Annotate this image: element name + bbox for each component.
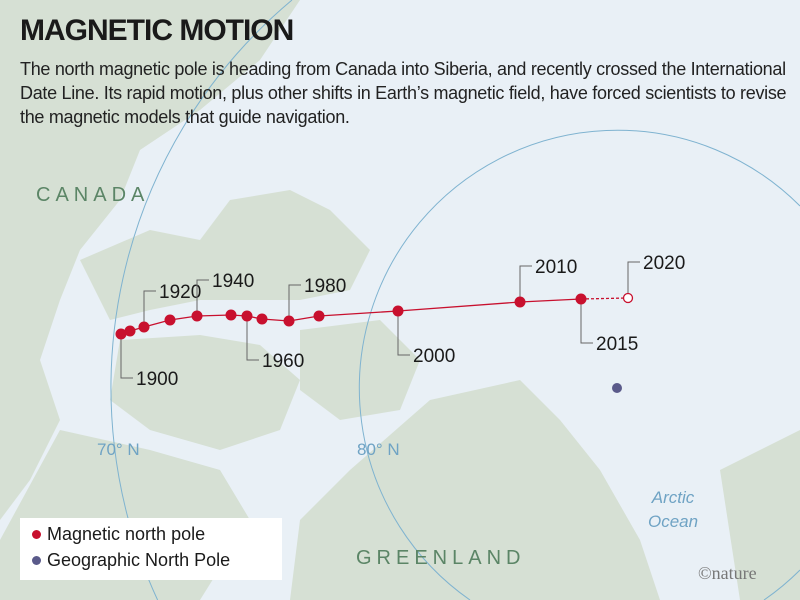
year-label-2010: 2010 xyxy=(535,257,577,278)
leader-line xyxy=(143,290,156,327)
magnetic-pole-point xyxy=(138,321,150,333)
geographic-north-pole-point xyxy=(612,383,622,393)
magnetic-pole-point xyxy=(575,293,587,305)
leader-line xyxy=(120,334,133,379)
leader-line xyxy=(580,299,593,344)
legend: Magnetic north pole Geographic North Pol… xyxy=(20,518,282,580)
nature-credit: ©nature xyxy=(698,563,757,583)
year-label-1940: 1940 xyxy=(212,271,254,292)
magnetic-pole-track: 1900 1920 1940 1960 1980 2000 2010 2015 2020 xyxy=(115,253,685,393)
projected-pole-point xyxy=(622,292,634,304)
red-dot-icon xyxy=(32,530,41,539)
magnetic-pole-point xyxy=(225,309,237,321)
label-greenland: GREENLAND xyxy=(356,547,526,569)
canada-mainland xyxy=(0,0,300,520)
leader-line xyxy=(196,279,209,316)
leader-line xyxy=(246,316,259,361)
canada-islands xyxy=(80,190,370,320)
magnetic-pole-point xyxy=(514,296,526,308)
magnetic-pole-point xyxy=(392,305,404,317)
latitude-70-circle xyxy=(110,0,293,600)
purple-dot-icon xyxy=(32,556,41,565)
label-arctic-ocean: Arctic Ocean xyxy=(648,486,698,534)
ocean-line-2: Ocean xyxy=(648,512,699,531)
magnetic-pole-point xyxy=(313,310,325,322)
legend-label: Geographic North Pole xyxy=(47,550,231,570)
year-label-1960: 1960 xyxy=(262,351,304,372)
greenland xyxy=(290,380,660,600)
magnetic-pole-point xyxy=(256,313,268,325)
magnetic-pole-point xyxy=(283,315,295,327)
page-title: MAGNETIC MOTION xyxy=(20,14,294,47)
legend-item-geographic: Geographic North Pole xyxy=(32,550,230,571)
year-label-1920: 1920 xyxy=(159,282,201,303)
label-80n: 80° N xyxy=(357,440,400,459)
leader-line xyxy=(519,265,532,302)
year-label-2000: 2000 xyxy=(413,346,455,367)
legend-item-magnetic: Magnetic north pole xyxy=(32,524,205,545)
leader-line xyxy=(397,311,410,356)
leader-line xyxy=(288,284,301,321)
year-label-2015: 2015 xyxy=(596,334,638,355)
label-canada: CANADA xyxy=(36,184,150,206)
magnetic-pole-point xyxy=(115,328,127,340)
magnetic-pole-point xyxy=(164,314,176,326)
magnetic-pole-point xyxy=(191,310,203,322)
legend-label: Magnetic north pole xyxy=(47,524,206,544)
leader-line xyxy=(627,261,640,298)
year-label-2020: 2020 xyxy=(643,253,685,274)
year-label-1900: 1900 xyxy=(136,369,178,390)
projected-track-line xyxy=(580,297,629,300)
subtitle: The north magnetic pole is heading from … xyxy=(20,59,787,127)
island xyxy=(110,335,300,450)
island xyxy=(720,430,800,600)
label-70n: 70° N xyxy=(97,440,140,459)
magnetic-pole-point xyxy=(124,325,136,337)
ocean-line-1: Arctic xyxy=(651,488,695,507)
magnetic-pole-point xyxy=(241,310,253,322)
year-label-1980: 1980 xyxy=(304,276,346,297)
